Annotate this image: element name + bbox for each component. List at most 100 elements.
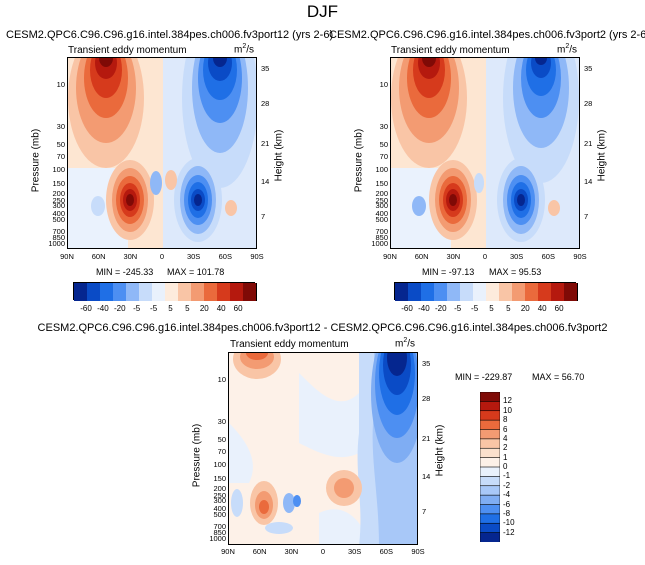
p3-pressure-tick: 400 <box>213 504 226 513</box>
p1-height-tick: 21 <box>261 139 270 148</box>
colorbar-label: -5 <box>454 304 462 313</box>
colorbar-label: -2 <box>503 480 511 490</box>
p3-height-tick: 28 <box>422 394 431 403</box>
p1-pressure-tick: 10 <box>56 80 65 89</box>
colorbar-swatch <box>480 485 500 496</box>
p2-pressure-tick: 850 <box>375 233 388 242</box>
colorbar-swatch <box>152 283 166 301</box>
colorbar-swatch <box>243 283 257 301</box>
p2-pressure-tick: 300 <box>375 201 388 210</box>
p1-x-tick: 30N <box>123 252 138 261</box>
p1-pressure-tick: 250 <box>52 196 65 205</box>
p1-pressure-tick: 300 <box>52 201 65 210</box>
panel-3-ylabel: Pressure (mb) <box>191 423 203 488</box>
p1-pressure-tick: 100 <box>52 165 65 174</box>
colorbar-label: 5 <box>168 304 173 313</box>
panel-2-subtitle: Transient eddy momentum <box>391 45 510 56</box>
p1-pressure-tick: 50 <box>56 140 65 149</box>
colorbar-label: -40 <box>97 304 109 313</box>
panel-1-ylabel: Pressure (mb) <box>30 128 42 193</box>
p2-height-tick: 14 <box>584 177 593 186</box>
colorbar-label: -5 <box>471 304 479 313</box>
colorbar-swatch <box>480 429 500 440</box>
colorbar-swatch <box>87 283 101 301</box>
colorbar-swatch <box>564 283 578 301</box>
p1-x-tick: 90N <box>60 252 74 261</box>
p2-pressure-tick: 1000 <box>371 239 388 248</box>
colorbar-label: 5 <box>185 304 190 313</box>
colorbar-swatch <box>421 283 435 301</box>
panel-2-title: CESM2.QPC6.C96.C96.g16.intel.384pes.ch00… <box>329 29 645 41</box>
colorbar-swatch <box>230 283 244 301</box>
p1-pressure-tick: 1000 <box>48 239 65 248</box>
panel-2-min: MIN = -97.13 <box>422 267 475 277</box>
p2-x-tick: 0 <box>482 252 488 261</box>
panel-1-title: CESM2.QPC6.C96.C96.g16.intel.384pes.ch00… <box>6 29 334 41</box>
panel-3-colorbar <box>480 392 500 542</box>
panel-3-title: CESM2.QPC6.C96.C96.g16.intel.384pes.ch00… <box>37 322 608 334</box>
p1-pressure-tick: 500 <box>52 215 65 224</box>
p3-height-tick: 14 <box>422 472 431 481</box>
colorbar-label: 60 <box>233 304 243 313</box>
p2-x-tick: 30N <box>446 252 461 261</box>
p3-x-tick: 90S <box>411 547 425 556</box>
panel-1-min: MIN = -245.33 <box>96 267 154 277</box>
colorbar-label: 10 <box>503 405 512 415</box>
p2-pressure-tick: 200 <box>375 189 388 198</box>
panel-3-ylabel-right: Height (km) <box>434 424 446 477</box>
colorbar-label: -12 <box>503 527 515 537</box>
p2-pressure-tick: 50 <box>379 140 388 149</box>
colorbar-label: -5 <box>150 304 158 313</box>
p3-pressure-tick: 10 <box>217 375 226 384</box>
panel-2-contour-field <box>391 58 579 248</box>
colorbar-label: 5 <box>489 304 494 313</box>
colorbar-label: 6 <box>503 424 508 434</box>
panel-2-ylabel-right: Height (km) <box>596 129 608 182</box>
p2-height-tick: 21 <box>584 139 593 148</box>
p1-height-tick: 35 <box>261 64 270 73</box>
p1-height-tick: 7 <box>261 212 266 221</box>
colorbar-label: -8 <box>503 508 511 518</box>
p2-pressure-tick: 500 <box>375 215 388 224</box>
p3-height-tick: 7 <box>422 507 427 516</box>
colorbar-label: -40 <box>418 304 430 313</box>
figure-title: DJF <box>306 2 339 21</box>
colorbar-label: 2 <box>503 443 508 453</box>
p3-height-tick: 21 <box>422 434 431 443</box>
p3-pressure-tick: 700 <box>213 522 226 531</box>
p1-height-tick: 14 <box>261 177 270 186</box>
colorbar-label: -10 <box>503 518 515 528</box>
p2-height-tick: 7 <box>584 212 589 221</box>
panel-3-units: m2/s <box>395 337 416 350</box>
colorbar-swatch <box>395 283 409 301</box>
colorbar-swatch <box>480 410 500 421</box>
colorbar-label: 8 <box>503 415 508 425</box>
colorbar-label: 4 <box>503 433 508 443</box>
p3-x-tick: 90N <box>221 547 235 556</box>
colorbar-swatch <box>480 494 500 506</box>
panel-3-min: MIN = -229.87 <box>455 372 513 382</box>
colorbar-swatch <box>480 522 500 534</box>
colorbar-swatch <box>480 532 500 542</box>
p2-pressure-tick: 700 <box>375 227 388 236</box>
p1-pressure-tick: 850 <box>52 233 65 242</box>
colorbar-label: 0 <box>503 462 508 471</box>
colorbar-swatch <box>434 283 448 301</box>
p1-pressure-tick: 400 <box>52 209 65 218</box>
p2-pressure-tick: 150 <box>375 179 388 188</box>
colorbar-label: 60 <box>554 304 564 313</box>
colorbar-label: 40 <box>216 304 226 313</box>
p3-x-tick: 30S <box>347 547 362 556</box>
colorbar-swatch <box>512 283 526 301</box>
colorbar-swatch <box>165 283 179 301</box>
p3-pressure-tick: 250 <box>213 491 226 500</box>
p2-height-tick: 28 <box>584 99 593 108</box>
p3-x-tick: 60N <box>252 547 267 556</box>
p2-pressure-tick: 10 <box>379 80 388 89</box>
colorbar-swatch <box>480 457 500 468</box>
colorbar-swatch <box>191 283 205 301</box>
p1-x-tick: 0 <box>159 252 165 261</box>
colorbar-swatch <box>480 513 500 524</box>
colorbar-swatch <box>499 283 513 301</box>
p1-pressure-tick: 70 <box>56 152 65 161</box>
